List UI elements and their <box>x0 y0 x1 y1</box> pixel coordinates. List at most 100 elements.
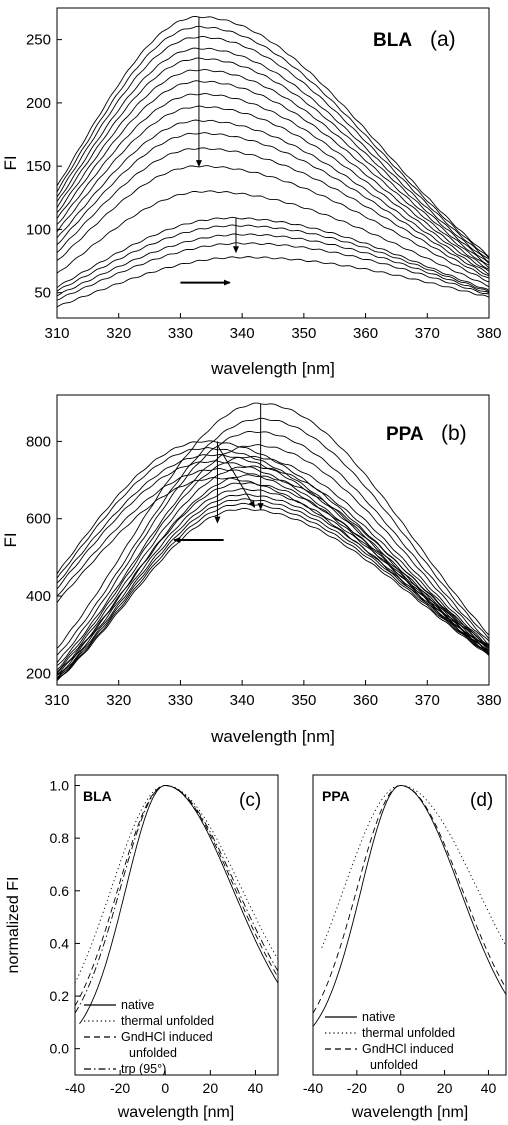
panel-b-y-tick-label: 400 <box>26 588 51 605</box>
panel-c-panel-label: (c) <box>239 790 261 811</box>
panel-b-spectrum-curve <box>56 402 490 649</box>
panel-d-curve <box>312 785 507 1027</box>
panel-b-y-tick-label: 600 <box>26 511 51 528</box>
panel-c-y-ticks: 0.0 0.2 0.4 0.6 0.8 1.0 <box>50 778 80 1057</box>
panel-d-x-tick-label: 0 <box>397 1080 405 1096</box>
panel-d-x-tick-label: -40 <box>303 1080 323 1096</box>
panel-a-annotations <box>180 16 239 286</box>
panel-d-x-ticks: -40 -20 0 20 40 <box>303 1070 496 1096</box>
panel-a-x-axis-title: wavelength [nm] <box>210 359 335 378</box>
panel-a-x-ticks: 310 320 330 340 350 360 370 380 <box>44 313 502 342</box>
panel-a-spectrum-curve <box>56 242 490 301</box>
panel-a-spectrum-curve <box>56 216 490 291</box>
panel-d: -40 -20 0 20 40 native thermal unfolded GndHCl… <box>303 774 507 1121</box>
panel-b-spectrum-curve <box>56 444 490 667</box>
panel-b-plot-frame <box>56 394 490 686</box>
panel-b-spectrum-curve <box>56 440 490 647</box>
panel-c-curve <box>74 785 279 1014</box>
panel-b-spectrum-curve <box>56 498 490 680</box>
panel-c-curve <box>74 785 279 984</box>
panel-a-y-tick-label: 50 <box>34 285 51 302</box>
panel-a-spectrum-curve <box>56 15 490 258</box>
panel-b-x-tick-label: 330 <box>168 692 193 709</box>
panel-b-x-ticks: 310 320 330 340 350 360 370 380 <box>44 680 502 709</box>
panel-a: 310 320 330 340 350 360 370 380 50100150200250 … <box>1 7 502 378</box>
panel-b-spectrum-curve <box>56 502 490 681</box>
panel-d-curve <box>321 785 507 948</box>
panel-c-curves <box>74 785 279 1025</box>
panel-a-spectrum-curve <box>56 256 490 308</box>
panel-c-x-tick-label: -20 <box>110 1080 130 1096</box>
panel-c-curve <box>74 785 279 1007</box>
panel-a-x-tick-label: 360 <box>353 325 378 342</box>
panel-b-annotations <box>173 403 264 543</box>
panel-c-x-tick-label: -40 <box>65 1080 85 1096</box>
panel-d-x-axis-title: wavelength [nm] <box>351 1104 469 1121</box>
panel-a-spectrum-curve <box>56 190 490 288</box>
panel-b: 310 320 330 340 350 360 370 380 200 400 600 800 PP… <box>1 394 502 746</box>
panel-a-spectrum-curve <box>56 233 490 297</box>
panel-d-curve <box>312 785 507 1014</box>
panel-c-legend-label: GndHCl induced <box>121 1030 213 1044</box>
panel-b-protein-label: PPA <box>386 424 424 445</box>
panel-a-spectrum-curve <box>56 57 490 264</box>
panel-a-x-tick-label: 320 <box>106 325 131 342</box>
panel-a-spectrum-curve <box>56 132 490 277</box>
panel-d-x-tick-label: 20 <box>437 1080 453 1096</box>
panel-b-spectrum-curve <box>56 460 490 652</box>
panel-b-x-tick-label: 310 <box>44 692 69 709</box>
panel-a-plot-frame <box>56 7 490 319</box>
panel-c-y-tick-label: 0.8 <box>50 830 70 846</box>
panel-b-x-tick-label: 380 <box>476 692 501 709</box>
panel-a-protein-label: BLA <box>373 30 412 51</box>
panel-a-y-tick-label: 200 <box>26 95 51 112</box>
panel-d-x-tick-label: -20 <box>347 1080 367 1096</box>
panel-b-x-tick-label: 350 <box>291 692 316 709</box>
panel-c-x-ticks: -40 -20 0 20 40 <box>65 1070 264 1096</box>
panel-c-curve <box>79 785 279 1025</box>
panel-b-x-tick-label: 320 <box>106 692 131 709</box>
panel-b-x-axis-title: wavelength [nm] <box>210 727 335 746</box>
panel-c-legend: native thermal unfolded GndHCl induced unfo… <box>84 998 214 1076</box>
panel-c-legend-label: thermal unfolded <box>121 1014 214 1028</box>
panel-a-spectrum-curve <box>56 80 490 269</box>
panel-b-y-tick-label: 800 <box>26 433 51 450</box>
panel-a-spectrum-curve <box>56 105 490 272</box>
panel-a-spectrum-curve <box>56 92 490 270</box>
panel-b-spectrum-curve <box>56 455 490 671</box>
panel-b-y-axis-title: FI <box>1 532 20 547</box>
panel-c-y-tick-label: 0.6 <box>50 883 70 899</box>
panel-b-spectrum-curve <box>56 468 490 654</box>
panel-a-x-tick-label: 350 <box>291 325 316 342</box>
panel-c-x-tick-label: 0 <box>161 1080 169 1096</box>
panel-b-curves <box>56 402 490 682</box>
panel-a-y-tick-label: 250 <box>26 32 51 49</box>
panel-c-legend-label: trp (95°) <box>121 1062 166 1076</box>
panel-b-arrow <box>217 445 255 508</box>
panel-d-legend-label: thermal unfolded <box>362 1026 455 1040</box>
panel-a-y-tick-label: 150 <box>26 158 51 175</box>
panel-a-y-ticks: 50 100 150 200 250 <box>26 32 62 302</box>
panel-c-legend-label: unfolded <box>129 1046 177 1060</box>
panel-c-x-tick-label: 40 <box>248 1080 264 1096</box>
panel-a-spectrum-curve <box>56 25 490 259</box>
panel-c-x-tick-label: 20 <box>203 1080 219 1096</box>
panel-a-spectrum-curve <box>56 68 490 266</box>
panel-a-y-axis-title: FI <box>1 155 20 170</box>
panel-b-y-tick-label: 200 <box>26 665 51 682</box>
panel-a-x-tick-label: 380 <box>476 325 501 342</box>
panel-a-x-tick-label: 310 <box>44 325 69 342</box>
panel-d-legend-label: unfolded <box>370 1058 418 1072</box>
panel-c-y-axis-title: normalized FI <box>5 877 22 974</box>
panel-d-panel-label: (d) <box>470 790 493 811</box>
panel-c-legend-label: native <box>121 998 154 1012</box>
panel-c-y-tick-label: 0.2 <box>50 988 70 1004</box>
panel-b-spectrum-curve <box>56 447 490 649</box>
panel-b-spectrum-curve <box>56 417 490 656</box>
panel-a-spectrum-curve <box>56 47 490 263</box>
panel-a-spectrum-curve <box>56 119 490 276</box>
panel-a-x-tick-label: 370 <box>415 325 440 342</box>
panel-d-legend-label: GndHCl induced <box>362 1042 454 1056</box>
panel-b-spectrum-curve <box>56 454 490 651</box>
